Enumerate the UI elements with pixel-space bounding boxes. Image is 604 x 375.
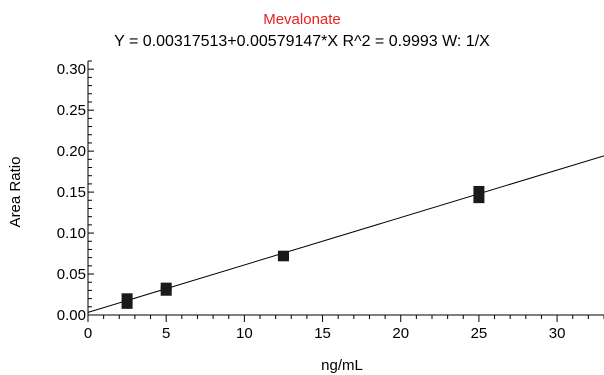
data-point bbox=[473, 185, 485, 195]
x-tick-label: 5 bbox=[162, 325, 170, 342]
y-tick-label: 0.00 bbox=[57, 307, 86, 324]
y-tick-label: 0.20 bbox=[57, 143, 86, 160]
x-tick-label: 20 bbox=[392, 325, 409, 342]
y-tick-label: 0.05 bbox=[57, 266, 86, 283]
fit-line-group bbox=[87, 155, 604, 313]
y-tick-label: 0.25 bbox=[57, 102, 86, 119]
data-point bbox=[277, 252, 289, 262]
data-point bbox=[473, 194, 485, 204]
data-point bbox=[160, 286, 172, 296]
y-tick-label: 0.10 bbox=[57, 225, 86, 242]
data-points bbox=[121, 185, 485, 309]
x-tick-label: 10 bbox=[236, 325, 253, 342]
x-tick-label: 25 bbox=[471, 325, 488, 342]
data-point bbox=[121, 293, 133, 303]
x-tick-label: 15 bbox=[314, 325, 331, 342]
chart-subtitle: Y = 0.00317513+0.00579147*X R^2 = 0.9993… bbox=[114, 33, 490, 50]
x-axis-label: ng/mL bbox=[321, 357, 363, 374]
x-tick-label: 30 bbox=[549, 325, 566, 342]
fit-line bbox=[87, 155, 604, 313]
x-tick-label: 0 bbox=[84, 325, 92, 342]
y-axis-label: Area Ratio bbox=[7, 157, 24, 228]
y-tick-label: 0.30 bbox=[57, 61, 86, 78]
data-point bbox=[121, 299, 133, 309]
chart-title: Mevalonate bbox=[263, 11, 341, 28]
y-tick-label: 0.15 bbox=[57, 184, 86, 201]
axes: 0.00 0.05 0.10 0.15 0.20 0.25 0.30 0 5 10 15 20 25 30 bbox=[57, 60, 604, 342]
